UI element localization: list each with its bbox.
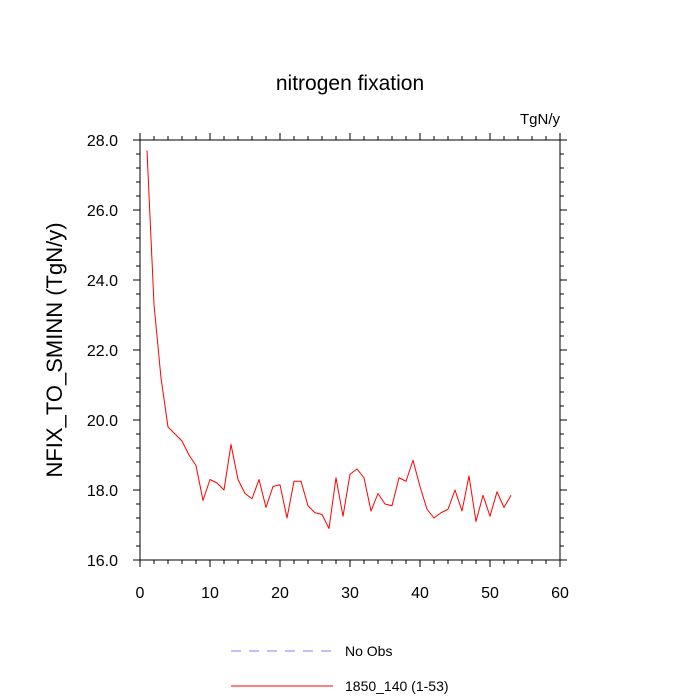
y-tick-label: 20.0 <box>87 413 118 430</box>
y-tick-label: 24.0 <box>87 273 118 290</box>
y-tick-label: 26.0 <box>87 203 118 220</box>
legend: No Obs 1850_140 (1-53) <box>231 643 449 694</box>
axis-ticks <box>133 133 567 567</box>
x-tick-label: 30 <box>341 585 359 602</box>
x-tick-label: 50 <box>481 585 499 602</box>
x-tick-label: 0 <box>136 585 145 602</box>
axis-tick-labels: 0 10 20 30 40 50 60 16.0 18.0 20.0 22.0 24.0 26.0 28.… <box>87 133 569 602</box>
legend-label-1: 1850_140 (1-53) <box>345 678 449 694</box>
y-tick-label: 22.0 <box>87 343 118 360</box>
chart-title: nitrogen fixation <box>276 72 424 95</box>
series-line-0 <box>146 150 512 529</box>
plot-frame <box>139 139 561 561</box>
x-tick-label: 10 <box>201 585 219 602</box>
y-tick-label: 16.0 <box>87 553 118 570</box>
legend-label-0: No Obs <box>345 643 392 659</box>
y-tick-label: 28.0 <box>87 133 118 150</box>
y-tick-label: 18.0 <box>87 483 118 500</box>
x-tick-label: 40 <box>411 585 429 602</box>
x-tick-label: 20 <box>271 585 289 602</box>
units-label: TgN/y <box>520 111 561 128</box>
y-axis-label: NFIX_TO_SMINN (TgN/y) <box>42 222 67 477</box>
x-tick-label: 60 <box>551 585 569 602</box>
series-layer <box>146 150 512 529</box>
